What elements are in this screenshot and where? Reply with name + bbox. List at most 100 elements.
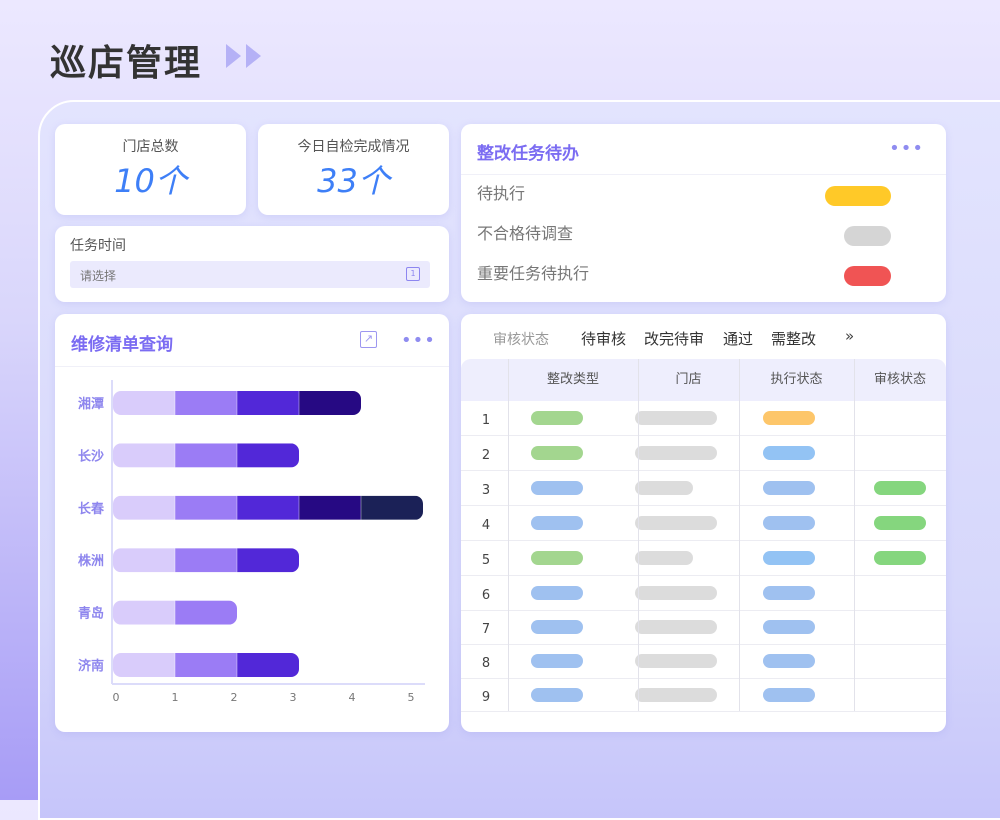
stat-label: 今日自检完成情况 bbox=[297, 139, 410, 155]
table-row[interactable]: 3 bbox=[461, 471, 946, 506]
column-header[interactable]: 审核状态 bbox=[873, 372, 926, 387]
store-pill bbox=[635, 585, 717, 600]
row-number: 4 bbox=[481, 517, 491, 533]
row-number: 1 bbox=[481, 412, 491, 428]
bar-segment[interactable] bbox=[113, 391, 175, 415]
y-tick-label: 湘潭 bbox=[78, 396, 104, 412]
exec-status-pill bbox=[763, 480, 815, 495]
store-pill bbox=[635, 687, 717, 702]
column-divider bbox=[508, 359, 509, 711]
exec-status-pill bbox=[763, 620, 815, 634]
row-number: 2 bbox=[481, 447, 491, 463]
table-row[interactable]: 4 bbox=[461, 506, 946, 541]
bar-segment[interactable] bbox=[237, 495, 299, 520]
exec-status-pill bbox=[763, 687, 815, 702]
store-pill bbox=[635, 410, 717, 425]
bar-segment[interactable] bbox=[361, 495, 423, 520]
bar-segment[interactable] bbox=[113, 443, 175, 468]
table-row[interactable]: 2 bbox=[461, 436, 946, 471]
x-tick-label: 5 bbox=[408, 691, 415, 704]
todo-item-label[interactable]: 重要任务待执行 bbox=[477, 264, 590, 283]
audit-status-pill bbox=[874, 550, 926, 565]
store-pill bbox=[635, 550, 693, 565]
stat-value: 10个 bbox=[114, 162, 187, 200]
filter-tab[interactable]: 需整改 bbox=[771, 330, 817, 348]
bar-segment[interactable] bbox=[175, 495, 237, 520]
date-picker-input[interactable]: 请选择 1 bbox=[70, 261, 430, 288]
self-check-card: 今日自检完成情况 33个 bbox=[258, 124, 449, 215]
y-tick-label: 济南 bbox=[78, 658, 104, 674]
type-pill bbox=[531, 410, 583, 425]
date-placeholder: 请选择 bbox=[80, 269, 117, 283]
audit-status-pill bbox=[874, 480, 926, 495]
column-divider bbox=[854, 359, 855, 711]
more-filters-button[interactable]: » bbox=[845, 327, 855, 345]
table-row[interactable]: 1 bbox=[461, 401, 946, 436]
column-header[interactable]: 整改类型 bbox=[546, 372, 599, 387]
audit-status-pill bbox=[874, 515, 926, 530]
bar-segment[interactable] bbox=[237, 443, 299, 468]
store-pill bbox=[635, 480, 693, 495]
y-tick-label: 长春 bbox=[78, 501, 105, 517]
bar-segment[interactable] bbox=[237, 653, 299, 677]
type-pill bbox=[531, 585, 583, 600]
table-row[interactable]: 9 bbox=[461, 679, 946, 712]
filter-tab[interactable]: 改完待审 bbox=[644, 330, 705, 348]
bar-segment[interactable] bbox=[113, 548, 175, 573]
bar-segment[interactable] bbox=[299, 495, 361, 520]
filter-tab[interactable]: 通过 bbox=[723, 330, 754, 348]
table-header bbox=[461, 359, 946, 401]
todo-item-label[interactable]: 待执行 bbox=[477, 184, 526, 203]
bar-segment[interactable] bbox=[175, 600, 237, 625]
play-icon bbox=[246, 44, 261, 68]
bar-segment[interactable] bbox=[175, 391, 237, 415]
x-tick-label: 2 bbox=[231, 691, 238, 704]
column-divider bbox=[638, 359, 639, 711]
stat-value: 33个 bbox=[317, 162, 390, 200]
bar-segment[interactable] bbox=[237, 391, 299, 415]
type-pill bbox=[531, 654, 583, 668]
row-number: 6 bbox=[481, 587, 491, 603]
bar-segment[interactable] bbox=[175, 548, 237, 573]
column-header[interactable]: 门店 bbox=[675, 372, 702, 387]
table-row[interactable]: 5 bbox=[461, 541, 946, 576]
y-tick-label: 长沙 bbox=[78, 448, 104, 464]
store-pill bbox=[635, 620, 717, 634]
bar-segment[interactable] bbox=[175, 653, 237, 677]
y-tick-label: 株洲 bbox=[78, 553, 104, 569]
store-pill bbox=[635, 515, 717, 530]
bar-segment[interactable] bbox=[113, 653, 175, 677]
export-icon[interactable]: ↗ bbox=[360, 331, 377, 348]
y-tick-label: 青岛 bbox=[78, 606, 104, 622]
todo-title: 整改任务待办 bbox=[477, 144, 579, 164]
table-row[interactable]: 6 bbox=[461, 576, 946, 611]
table-row[interactable]: 7 bbox=[461, 611, 946, 645]
type-pill bbox=[531, 515, 583, 530]
more-icon[interactable]: ••• bbox=[401, 330, 436, 351]
exec-status-pill bbox=[763, 445, 815, 460]
todo-item-label[interactable]: 不合格待调查 bbox=[477, 224, 574, 243]
play-icon bbox=[226, 44, 241, 68]
more-icon[interactable]: ••• bbox=[889, 138, 924, 159]
bar-segment[interactable] bbox=[113, 600, 175, 625]
todo-card: 整改任务待办 ••• 待执行不合格待调查 重要任务待执行 bbox=[461, 124, 946, 302]
calendar-icon[interactable]: 1 bbox=[406, 267, 420, 281]
exec-status-pill bbox=[763, 515, 815, 530]
row-number: 5 bbox=[481, 552, 491, 568]
column-header[interactable]: 执行状态 bbox=[770, 372, 823, 387]
bar-segment[interactable] bbox=[175, 443, 237, 468]
bar-segment[interactable] bbox=[113, 495, 175, 520]
type-pill bbox=[531, 620, 583, 634]
table-row[interactable]: 8 bbox=[461, 645, 946, 679]
store-pill bbox=[635, 445, 717, 460]
page-title: 巡店管理 bbox=[50, 43, 203, 84]
x-tick-label: 4 bbox=[349, 691, 356, 704]
exec-status-pill bbox=[763, 550, 815, 565]
type-pill bbox=[531, 480, 583, 495]
type-pill bbox=[531, 687, 583, 702]
filter-tab[interactable]: 待审核 bbox=[581, 330, 627, 348]
bar-segment[interactable] bbox=[237, 548, 299, 573]
exec-status-pill bbox=[763, 585, 815, 600]
bar-segment[interactable] bbox=[299, 391, 361, 415]
